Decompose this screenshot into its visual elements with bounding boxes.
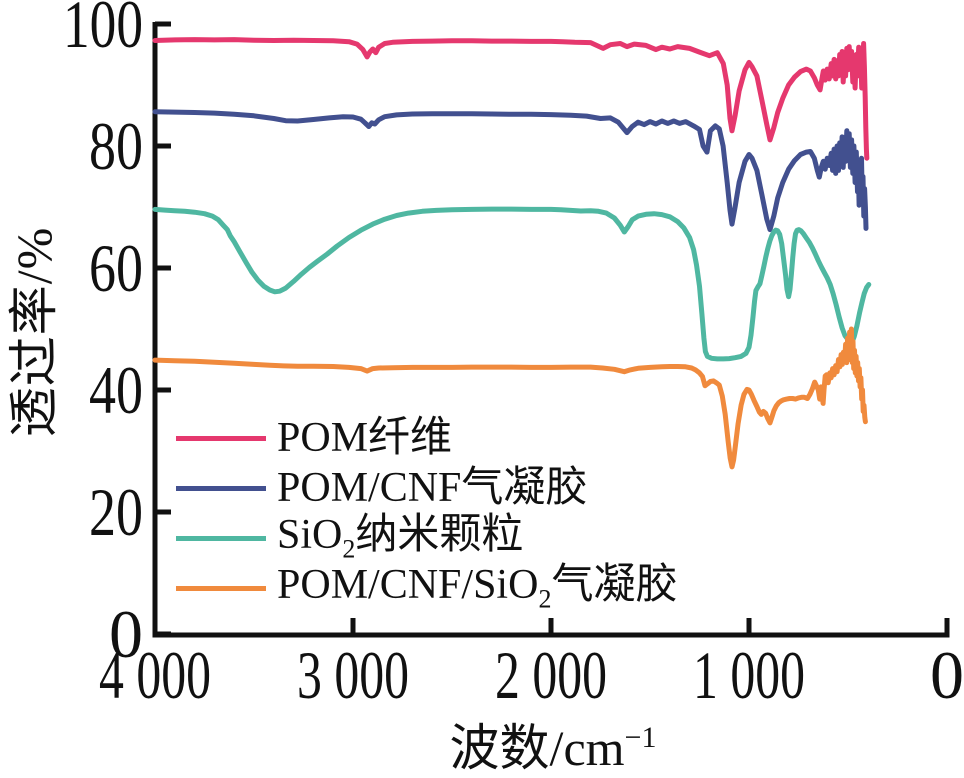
axes bbox=[152, 21, 950, 638]
legend-item-pom-cnf-sio2-aerogel: POM/CNF/SiO2气凝胶 bbox=[176, 563, 677, 613]
y-axis-title: 透过率/% bbox=[6, 226, 62, 438]
legend-item-sio2-nanoparticles: SiO2纳米颗粒 bbox=[176, 513, 677, 563]
x-tick-label: 4 000 bbox=[99, 637, 211, 713]
x-tick-label: 3 000 bbox=[297, 637, 409, 713]
legend-label-pom-fiber: POM纤维 bbox=[277, 415, 453, 461]
legend-swatch-pom-cnf-sio2-aerogel bbox=[176, 585, 266, 591]
y-tick-label: 100 bbox=[63, 0, 143, 62]
legend-label-sio2-nanoparticles: SiO2纳米颗粒 bbox=[277, 511, 524, 564]
series-lines bbox=[152, 37, 872, 470]
legend-swatch-sio2-nanoparticles bbox=[176, 535, 266, 541]
series-sio2-nanoparticles bbox=[152, 206, 872, 362]
legend-label-pom-cnf-aerogel: POM/CNF气凝胶 bbox=[277, 465, 588, 511]
x-tick-label: 1 000 bbox=[693, 637, 805, 713]
y-tick-label: 60 bbox=[89, 230, 143, 306]
subscript: 2 bbox=[538, 584, 552, 614]
series-pom-fiber bbox=[152, 37, 870, 161]
series-pom-cnf-sio2-aerogel bbox=[152, 326, 868, 470]
legend-item-pom-fiber: POM纤维 bbox=[176, 413, 677, 463]
x-tick-label: 0 bbox=[930, 637, 964, 713]
y-tick-label: 20 bbox=[89, 474, 143, 550]
series-pom-cnf-aerogel bbox=[152, 109, 869, 233]
legend-label-pom-cnf-sio2-aerogel: POM/CNF/SiO2气凝胶 bbox=[277, 561, 678, 614]
y-tick-label: 0 bbox=[109, 596, 143, 672]
legend-swatch-pom-fiber bbox=[176, 435, 266, 441]
y-tick-label: 80 bbox=[89, 108, 143, 184]
superscript: −1 bbox=[624, 721, 657, 754]
y-tick-label: 40 bbox=[89, 352, 143, 428]
x-axis-title: 波数/cm−1 bbox=[449, 720, 657, 776]
x-tick-label: 2 000 bbox=[495, 637, 607, 713]
legend: POM纤维 POM/CNF气凝胶 SiO2纳米颗粒 POM/CNF/SiO2气凝胶 bbox=[176, 413, 677, 613]
legend-swatch-pom-cnf-aerogel bbox=[176, 485, 266, 491]
legend-item-pom-cnf-aerogel: POM/CNF气凝胶 bbox=[176, 463, 677, 513]
subscript: 2 bbox=[342, 534, 356, 564]
